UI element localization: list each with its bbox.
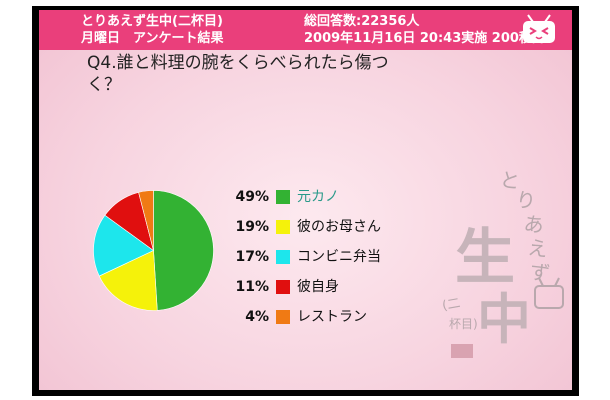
svg-text:中: 中	[477, 287, 531, 351]
svg-text:え: え	[526, 235, 549, 262]
svg-text:と: と	[498, 167, 521, 194]
svg-text:生: 生	[455, 223, 515, 293]
question-text: Q4.誰と料理の腕をくらべられたら傷つく？	[87, 53, 389, 95]
survey-panel: とりあえず生中(二杯目) 月曜日 アンケート結果 総回答数:22356人 200…	[39, 10, 572, 390]
legend-swatch	[276, 250, 290, 264]
legend-swatch	[276, 280, 290, 294]
pie-slice	[138, 190, 154, 251]
header-bar: とりあえず生中(二杯目) 月曜日 アンケート結果 総回答数:22356人 200…	[39, 10, 572, 50]
legend-label: レストラン	[297, 309, 367, 325]
legend-percent: 19%	[235, 219, 269, 235]
legend-percent: 4%	[245, 309, 269, 325]
logo-watermark: と り あ え ず 生 中 (二 杯目)	[441, 167, 564, 358]
svg-text:杯目): 杯目)	[449, 317, 478, 331]
legend-item: 19% 彼のお母さん	[219, 213, 419, 243]
legend-swatch	[276, 190, 290, 204]
svg-text:(二: (二	[441, 296, 461, 314]
svg-text:り: り	[514, 187, 537, 214]
program-title: とりあえず生中(二杯目)	[81, 14, 223, 29]
legend-swatch	[276, 310, 290, 324]
svg-text:あ: あ	[522, 211, 545, 238]
legend-item: 17% コンビニ弁当	[219, 243, 419, 273]
pie-chart	[93, 190, 214, 311]
legend-label: 元カノ	[297, 189, 339, 205]
legend-item: 11% 彼自身	[219, 273, 419, 303]
tv-mascot-icon	[523, 14, 555, 43]
legend-item: 49% 元カノ	[219, 183, 419, 213]
legend-label: 彼のお母さん	[297, 219, 381, 235]
legend-percent: 11%	[235, 279, 269, 295]
pie-slice	[98, 250, 158, 311]
legend-item: 4% レストラン	[219, 303, 419, 333]
chart-legend: 49% 元カノ 19% 彼のお母さん 17% コンビニ弁当 11% 彼自身 4% レストラン	[219, 183, 419, 333]
result-subtitle: 月曜日 アンケート結果	[81, 31, 224, 46]
legend-label: 彼自身	[297, 279, 339, 295]
pie-slice	[93, 214, 155, 277]
svg-text:ず: ず	[528, 259, 551, 286]
total-respondents: 総回答数:22356人	[304, 14, 420, 29]
survey-meta: 2009年11月16日 20:43実施 200秒間	[304, 31, 545, 46]
legend-label: コンビニ弁当	[297, 249, 381, 265]
pie-slice	[153, 190, 214, 311]
legend-percent: 49%	[235, 189, 269, 205]
legend-percent: 17%	[235, 249, 269, 265]
legend-swatch	[276, 220, 290, 234]
